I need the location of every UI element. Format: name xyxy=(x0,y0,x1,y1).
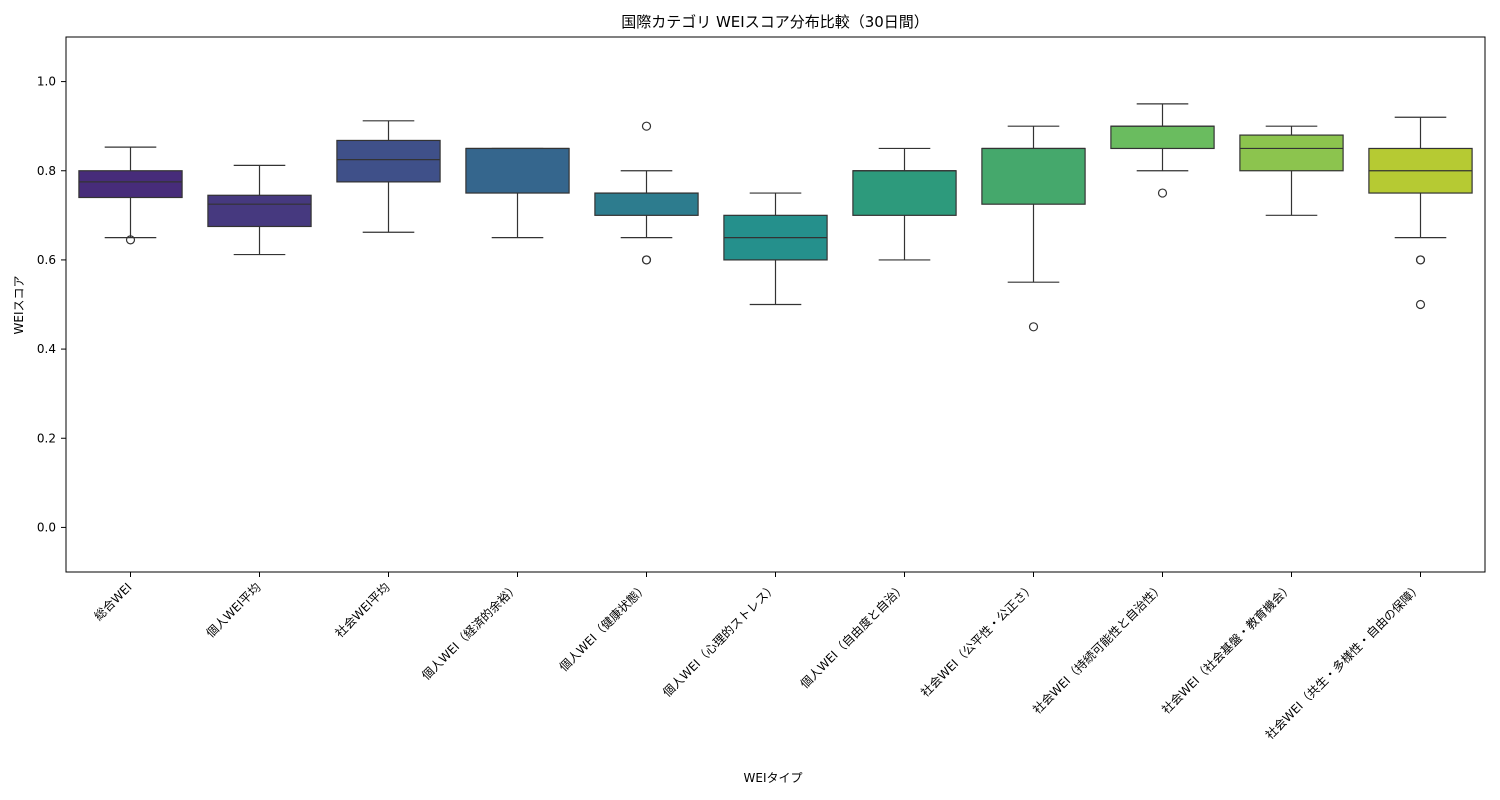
outlier-point xyxy=(641,255,652,265)
box-iqr xyxy=(78,170,183,199)
box-iqr xyxy=(981,147,1086,205)
y-tick-label: 0.4 xyxy=(37,342,56,356)
box-iqr xyxy=(852,170,957,216)
y-tick-label: 0.0 xyxy=(37,520,56,534)
x-tick-label: 個人WEI平均 xyxy=(204,580,264,640)
x-tick-label: 社会WEI（持続可能性と自治性） xyxy=(1029,580,1166,717)
box-iqr xyxy=(594,192,699,216)
box-iqr xyxy=(336,139,441,183)
outlier-point xyxy=(641,121,652,131)
x-tick-label: 総合WEI xyxy=(91,580,135,624)
x-tick-label: 社会WEI（公平性・公正さ） xyxy=(917,580,1037,700)
x-tick-label: 社会WEI平均 xyxy=(332,580,393,641)
x-axis-label: WEIタイプ xyxy=(744,771,803,785)
x-tick-label: 社会WEI（社会基盤・教育機会） xyxy=(1158,580,1295,717)
outlier-point xyxy=(125,235,136,245)
box-iqr xyxy=(1239,134,1344,172)
box-iqr xyxy=(1110,125,1215,150)
outlier-point xyxy=(1028,322,1039,332)
y-tick-label: 0.6 xyxy=(37,253,56,267)
y-tick-label: 1.0 xyxy=(37,75,56,89)
x-tick-label: 個人WEI（健康状態） xyxy=(556,580,651,675)
y-axis-label: WEIスコア xyxy=(12,276,26,335)
box-iqr xyxy=(465,147,570,194)
x-tick-label: 個人WEI（心理的ストレス） xyxy=(659,580,779,700)
outlier-point xyxy=(1157,188,1168,198)
x-tick-label: 社会WEI（共生・多様性・自由の保障） xyxy=(1262,580,1425,743)
y-tick-label: 0.2 xyxy=(37,431,56,445)
outlier-point xyxy=(1415,255,1426,265)
x-tick-label: 個人WEI（経済的余裕） xyxy=(418,580,521,683)
y-tick-label: 0.8 xyxy=(37,164,56,178)
box-iqr xyxy=(207,194,312,228)
x-tick-label: 個人WEI（自由度と自治） xyxy=(797,580,909,692)
chart-title: 国際カテゴリ WEIスコア分布比較（30日間） xyxy=(621,13,929,31)
outlier-point xyxy=(1415,299,1426,310)
